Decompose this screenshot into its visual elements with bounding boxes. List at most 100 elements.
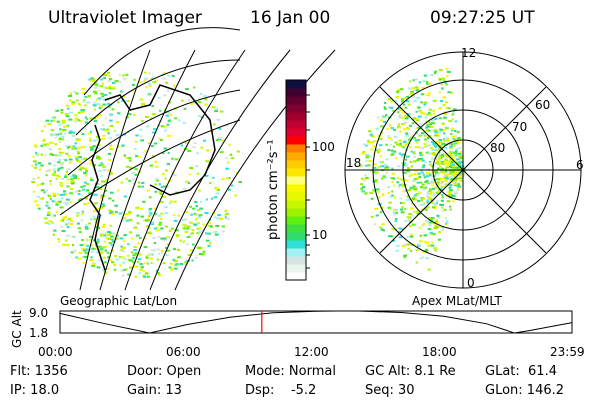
- image-pixel: [51, 154, 55, 156]
- image-pixel: [45, 204, 49, 207]
- image-pixel: [109, 87, 113, 90]
- image-pixel: [438, 165, 442, 167]
- image-pixel: [132, 89, 135, 92]
- alt-ylabel: GC Alt: [10, 310, 24, 348]
- image-pixel: [182, 121, 187, 124]
- image-pixel: [155, 179, 160, 182]
- colorbar-swatch: [286, 112, 306, 121]
- image-pixel: [424, 181, 428, 184]
- image-pixel: [437, 224, 441, 227]
- image-pixel: [432, 233, 436, 236]
- image-pixel: [95, 116, 99, 119]
- image-pixel: [63, 202, 67, 205]
- image-pixel: [408, 216, 412, 219]
- image-pixel: [104, 245, 108, 248]
- image-pixel: [393, 150, 397, 153]
- image-pixel: [452, 192, 456, 195]
- image-pixel: [420, 112, 424, 115]
- image-pixel: [151, 249, 155, 252]
- image-pixel: [202, 250, 206, 253]
- image-pixel: [445, 163, 449, 166]
- image-pixel: [417, 106, 421, 109]
- image-pixel: [453, 175, 457, 178]
- image-pixel: [449, 205, 452, 208]
- image-pixel: [66, 146, 69, 149]
- image-pixel: [443, 140, 446, 143]
- image-pixel: [413, 156, 417, 159]
- image-pixel: [189, 221, 193, 224]
- ip-value: IP: 18.0: [10, 383, 60, 398]
- image-pixel: [412, 198, 415, 201]
- image-pixel: [441, 229, 445, 232]
- image-pixel: [145, 255, 148, 258]
- image-pixel: [442, 77, 445, 80]
- image-pixel: [83, 167, 88, 170]
- image-pixel: [120, 248, 124, 251]
- image-pixel: [367, 164, 371, 167]
- image-pixel: [411, 198, 414, 201]
- image-pixel: [51, 116, 54, 119]
- image-pixel: [142, 274, 146, 277]
- image-pixel: [102, 223, 106, 226]
- image-pixel: [377, 190, 381, 193]
- image-pixel: [136, 214, 140, 217]
- image-pixel: [87, 202, 90, 204]
- image-pixel: [47, 169, 51, 172]
- image-pixel: [150, 117, 153, 120]
- image-pixel: [425, 175, 430, 178]
- image-pixel: [190, 232, 195, 235]
- image-pixel: [94, 202, 98, 205]
- image-pixel: [109, 212, 112, 215]
- image-pixel: [79, 104, 82, 107]
- image-pixel: [158, 223, 162, 226]
- image-pixel: [36, 204, 39, 207]
- image-pixel: [413, 178, 418, 181]
- image-pixel: [107, 132, 110, 135]
- image-pixel: [160, 186, 164, 188]
- image-pixel: [365, 144, 368, 147]
- image-pixel: [420, 147, 424, 150]
- image-pixel: [404, 97, 407, 100]
- door-status: Door: Open: [127, 364, 202, 379]
- image-pixel: [75, 190, 79, 193]
- image-pixel: [155, 178, 159, 180]
- image-pixel: [416, 96, 421, 99]
- image-pixel: [34, 161, 38, 164]
- image-pixel: [401, 206, 404, 209]
- image-pixel: [228, 188, 231, 191]
- image-pixel: [448, 152, 453, 155]
- image-pixel: [85, 224, 88, 227]
- image-pixel: [217, 214, 222, 217]
- image-pixel: [137, 155, 141, 158]
- image-pixel: [235, 172, 239, 174]
- image-pixel: [111, 232, 116, 235]
- image-pixel: [65, 198, 69, 201]
- image-pixel: [53, 116, 56, 119]
- image-pixel: [448, 184, 452, 187]
- image-pixel: [197, 101, 201, 104]
- image-pixel: [454, 155, 459, 158]
- image-pixel: [227, 161, 230, 164]
- image-pixel: [51, 134, 54, 137]
- image-pixel: [390, 149, 394, 152]
- image-pixel: [166, 185, 170, 188]
- image-pixel: [424, 219, 429, 222]
- image-pixel: [118, 81, 122, 83]
- image-pixel: [112, 240, 116, 243]
- image-pixel: [413, 210, 416, 213]
- geo-latitude: GLat: 61.4: [485, 364, 557, 379]
- image-pixel: [57, 133, 60, 136]
- image-pixel: [428, 175, 433, 178]
- image-pixel: [83, 172, 87, 175]
- image-pixel: [375, 179, 379, 182]
- image-pixel: [158, 137, 161, 140]
- image-pixel: [122, 77, 127, 80]
- image-pixel: [420, 132, 425, 135]
- image-pixel: [390, 139, 393, 141]
- image-pixel: [428, 221, 432, 224]
- image-pixel: [391, 151, 396, 154]
- image-pixel: [98, 107, 102, 110]
- image-pixel: [182, 224, 186, 227]
- altitude-line: [59, 310, 573, 334]
- image-pixel: [146, 125, 150, 128]
